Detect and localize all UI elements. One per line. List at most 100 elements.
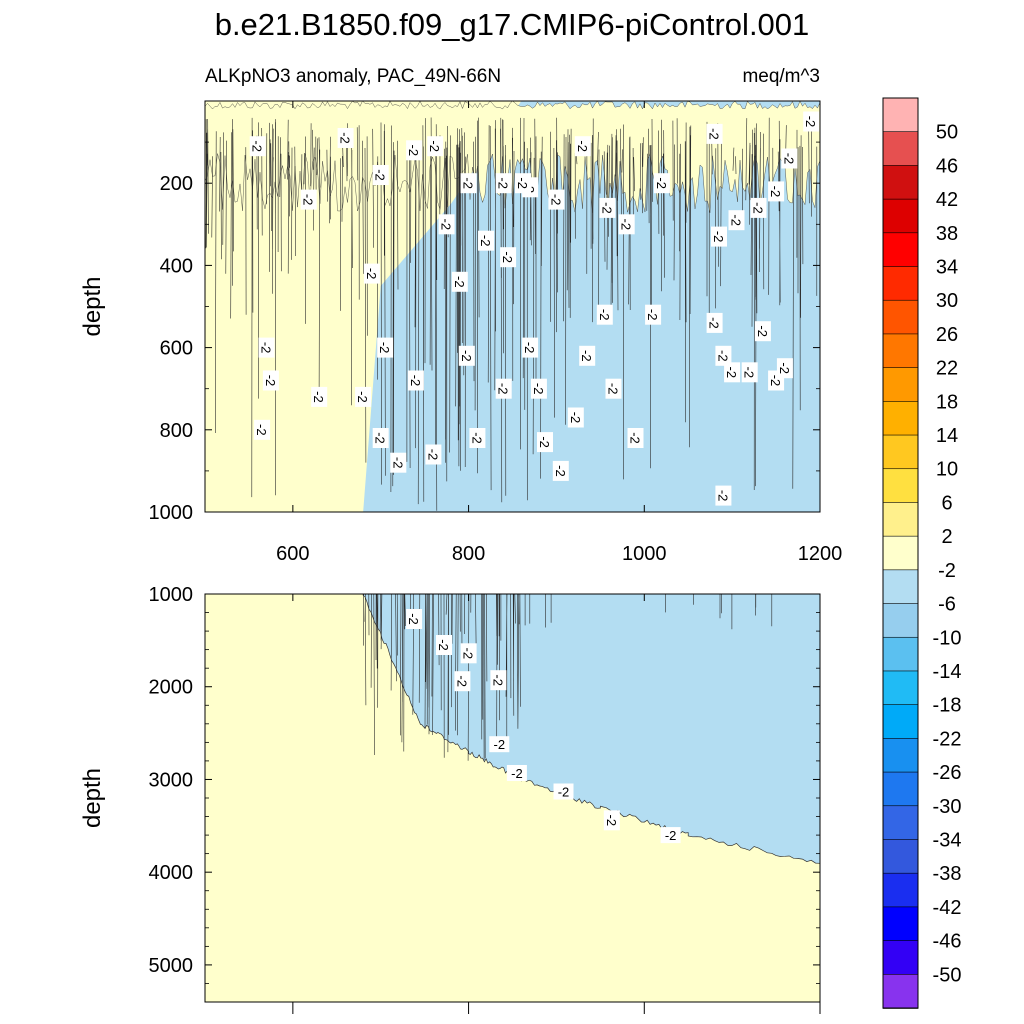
svg-text:-2: -2 — [803, 116, 818, 128]
svg-text:-2: -2 — [461, 648, 476, 660]
contour-label: -2 — [500, 247, 517, 268]
svg-text:-2: -2 — [301, 194, 316, 206]
svg-text:-2: -2 — [478, 235, 493, 247]
svg-text:-2: -2 — [461, 177, 476, 189]
contour-label: -2 — [254, 419, 271, 440]
xtick-label: 600 — [276, 543, 309, 565]
contour-label: -2 — [390, 452, 407, 473]
contour-label: -2 — [574, 136, 591, 157]
contour-label: -2 — [495, 378, 512, 399]
lower-plot-area: -2 -2 -2 -2 -2 -2 -2 -2 -2 -2 — [205, 594, 820, 1002]
contour-label: -2 — [627, 428, 644, 448]
contour-label: -2 — [803, 111, 820, 132]
svg-text:-2: -2 — [459, 350, 474, 362]
contour-label: -2 — [469, 428, 486, 448]
colorbar-label: 34 — [936, 257, 958, 279]
svg-text:-2: -2 — [494, 737, 506, 752]
colorbar-box — [882, 872, 919, 908]
colorbar-label: -46 — [933, 931, 962, 953]
colorbar-label: 2 — [941, 526, 952, 548]
ytick-label: 600 — [160, 338, 193, 360]
colorbar-label: -6 — [938, 594, 956, 616]
contour-label: -2 — [603, 810, 620, 831]
svg-text:-2: -2 — [597, 309, 612, 321]
xtick-label: 1200 — [798, 543, 843, 565]
svg-text:-2: -2 — [496, 177, 511, 189]
svg-text:-2: -2 — [373, 169, 388, 181]
svg-text:-2: -2 — [575, 140, 590, 152]
colorbar-box — [882, 401, 919, 436]
contour-label: -2 — [706, 312, 723, 333]
ytick-label: 4000 — [149, 862, 194, 884]
colorbar-label: 38 — [936, 223, 958, 245]
svg-text:-2: -2 — [364, 268, 379, 280]
contour-label: -2 — [337, 128, 354, 148]
svg-text:-2: -2 — [522, 342, 537, 354]
colorbar-box — [882, 670, 919, 706]
colorbar-box — [882, 232, 919, 268]
contour-label: -2 — [567, 407, 584, 428]
contour-label: -2 — [372, 428, 389, 448]
contour-label: -2 — [776, 358, 793, 379]
svg-text:-2: -2 — [439, 219, 454, 231]
contour-label: -2 — [645, 304, 662, 325]
svg-text:-2: -2 — [755, 325, 770, 337]
svg-text:-2: -2 — [715, 350, 730, 362]
contour-label: -2 — [460, 643, 477, 664]
ytick-label: 800 — [160, 420, 193, 442]
svg-text:-2: -2 — [606, 383, 621, 395]
contour-label: -2 — [458, 345, 475, 366]
colorbar-label: -10 — [933, 627, 962, 649]
svg-text:-2: -2 — [531, 383, 546, 395]
contour-label: -2 — [728, 210, 745, 231]
contour-label: -2 — [599, 197, 616, 218]
contour-label: -2 — [552, 460, 569, 481]
contour-label: -2 — [377, 337, 394, 358]
svg-text:-2: -2 — [729, 214, 744, 226]
contour-label: -2 — [724, 362, 741, 383]
colorbar-box — [882, 704, 919, 740]
colorbar-box — [882, 165, 919, 200]
contour-label: -2 — [715, 345, 732, 366]
contour-label: -2 — [515, 173, 531, 194]
contour-label: -2 — [548, 189, 565, 210]
colorbar-box — [882, 131, 919, 167]
lower-contour-lines — [363, 594, 773, 761]
svg-text:-2: -2 — [628, 432, 643, 444]
contour-label: -2 — [258, 337, 275, 358]
svg-text:-2: -2 — [377, 342, 392, 354]
svg-text:-2: -2 — [707, 317, 722, 329]
lower-ylabel: depth — [79, 768, 106, 828]
colorbar-label: -22 — [933, 728, 962, 750]
xtick-label: 1000 — [622, 543, 667, 565]
contour-label: -2 — [407, 370, 424, 391]
colorbar-label: -38 — [933, 863, 962, 885]
svg-text:-2: -2 — [715, 490, 730, 502]
contour-label: -2 — [741, 362, 758, 383]
ytick-label: 5000 — [149, 955, 194, 977]
contour-label: -2 — [750, 197, 767, 218]
svg-text:-2: -2 — [454, 675, 469, 687]
contour-label: -2 — [553, 783, 574, 800]
svg-text:-2: -2 — [724, 367, 739, 379]
colorbar-frame — [882, 97, 919, 1009]
colorbar-box — [882, 198, 919, 234]
svg-text:-2: -2 — [436, 639, 451, 651]
colorbar-box — [882, 333, 919, 369]
ytick-label: 3000 — [149, 769, 194, 791]
ytick-label: 400 — [160, 255, 193, 277]
colorbar-box — [882, 468, 919, 504]
subtitle-right: meq/m^3 — [742, 66, 820, 87]
lower-contour-labels: -2 -2 -2 -2 -2 -2 -2 -2 -2 -2 — [406, 609, 681, 844]
svg-text:-2: -2 — [599, 202, 614, 214]
svg-text:-2: -2 — [496, 383, 511, 395]
svg-text:-2: -2 — [250, 140, 265, 152]
subtitle-left: ALKpNO3 anomaly, PAC_49N-66N — [205, 66, 501, 87]
xtick-label: 800 — [452, 543, 485, 565]
contour-label: -2 — [363, 263, 380, 284]
svg-text:-2: -2 — [406, 613, 421, 625]
colorbar-box — [882, 940, 919, 976]
colorbar-label: 26 — [936, 324, 958, 346]
svg-text:-2: -2 — [579, 350, 594, 362]
